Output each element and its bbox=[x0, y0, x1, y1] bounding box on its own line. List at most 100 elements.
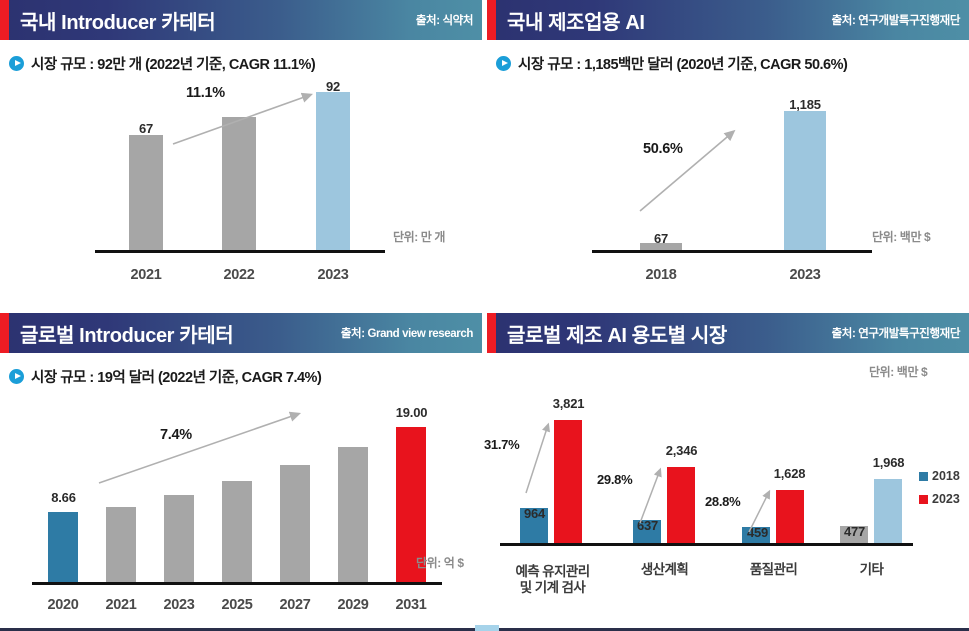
panel-header: 글로벌 제조 AI 용도별 시장 출처: 연구개발특구진행재단 bbox=[487, 313, 969, 353]
cagr-arrow-icon bbox=[98, 411, 302, 484]
legend-item-2023[interactable]: 2023 bbox=[919, 492, 960, 506]
cagr-arrow-icon bbox=[172, 92, 314, 145]
bar-value-2018-production: 637 bbox=[636, 518, 659, 533]
panel-header: 국내 Introducer 카테터 출처: 식약처 bbox=[0, 0, 482, 40]
x-tick-2018: 2018 bbox=[645, 267, 677, 283]
legend-swatch-icon-2023 bbox=[919, 494, 928, 504]
panel-domestic-introducer-catheter: 국내 Introducer 카테터 출처: 식약처 시장 규모 : 92만 개 … bbox=[0, 0, 482, 310]
source-label: 출처: 연구개발특구진행재단 bbox=[831, 15, 961, 27]
panel-header: 글로벌 Introducer 카테터 출처: Grand view resear… bbox=[0, 313, 482, 353]
red-accent-bar-icon bbox=[0, 313, 9, 353]
x-axis-line bbox=[500, 543, 913, 546]
red-accent-bar-icon bbox=[0, 0, 9, 40]
bar-2018 bbox=[640, 243, 682, 251]
x-tick-2021: 2021 bbox=[105, 597, 137, 613]
bar-2025 bbox=[222, 481, 252, 583]
page-title: 국내 Introducer 카테터 bbox=[20, 11, 216, 34]
source-label: 출처: Grand view research bbox=[340, 328, 474, 340]
bar-value-2018-maintenance: 964 bbox=[523, 506, 546, 521]
bar-value-2023-quality: 1,628 bbox=[773, 466, 806, 481]
unit-label: 단위: 백만 $ bbox=[872, 230, 931, 244]
x-tick-2027: 2027 bbox=[279, 597, 311, 613]
cagr-arrow-icon-production bbox=[639, 467, 662, 524]
source-label: 출처: 식약처 bbox=[415, 15, 474, 27]
bar-2023-quality bbox=[776, 490, 804, 544]
x-tick-production: 생산계획 bbox=[640, 562, 689, 578]
bar-value-2020: 8.66 bbox=[51, 490, 76, 505]
page-title: 글로벌 Introducer 카테터 bbox=[20, 324, 234, 347]
x-tick-maintenance: 예측 유지관리 및 기계 검사 bbox=[515, 564, 590, 596]
bar-2022 bbox=[222, 117, 256, 251]
play-circle-icon bbox=[9, 56, 24, 71]
bar-2023-maintenance bbox=[554, 420, 582, 544]
page-title: 국내 제조업용 AI bbox=[507, 11, 645, 34]
cagr-label-quality: 28.8% bbox=[705, 494, 741, 509]
unit-label: 단위: 억 $ bbox=[416, 556, 464, 570]
bar-2023 bbox=[316, 92, 350, 251]
panel-header: 국내 제조업용 AI 출처: 연구개발특구진행재단 bbox=[487, 0, 969, 40]
x-tick-2022: 2022 bbox=[223, 267, 255, 283]
play-circle-icon bbox=[496, 56, 511, 71]
x-tick-2020: 2020 bbox=[47, 597, 79, 613]
source-label: 출처: 연구개발특구진행재단 bbox=[831, 328, 961, 340]
bar-2021 bbox=[106, 507, 136, 583]
market-size-bullet: 시장 규모 : 19억 달러 (2022년 기준, CAGR 7.4%) bbox=[9, 366, 482, 387]
bottom-rule-tick bbox=[475, 625, 499, 631]
bar-value-2023-other: 1,968 bbox=[872, 455, 905, 470]
bar-2021 bbox=[129, 135, 163, 251]
market-size-text: 시장 규모 : 92만 개 (2022년 기준, CAGR 11.1%) bbox=[31, 57, 316, 73]
bar-value-2023-production: 2,346 bbox=[665, 443, 698, 458]
bar-2023-production bbox=[667, 467, 695, 544]
x-tick-2021: 2021 bbox=[130, 267, 162, 283]
cagr-label: 7.4% bbox=[160, 427, 192, 443]
x-tick-quality: 품질관리 bbox=[749, 562, 798, 578]
panel-global-manufacturing-ai-by-use: 글로벌 제조 AI 용도별 시장 출처: 연구개발특구진행재단 단위: 백만 $… bbox=[484, 313, 969, 631]
panel-domestic-manufacturing-ai: 국내 제조업용 AI 출처: 연구개발특구진행재단 시장 규모 : 1,185백… bbox=[487, 0, 969, 310]
chart-domestic-manufacturing-ai: 67 1,185 50.6% 단위: 백만 $ 2018 2023 bbox=[487, 74, 969, 296]
bar-2027 bbox=[280, 465, 310, 583]
page-title: 글로벌 제조 AI 용도별 시장 bbox=[507, 324, 727, 347]
unit-label: 단위: 만 개 bbox=[393, 230, 446, 244]
market-size-bullet: 시장 규모 : 92만 개 (2022년 기준, CAGR 11.1%) bbox=[9, 53, 482, 74]
bar-2020 bbox=[48, 512, 78, 583]
bar-value-2031: 19.00 bbox=[395, 405, 428, 420]
x-axis-line bbox=[95, 250, 385, 253]
bar-value-2018-other: 477 bbox=[843, 524, 866, 539]
red-accent-bar-icon bbox=[487, 0, 496, 40]
cagr-label-maintenance: 31.7% bbox=[484, 437, 520, 452]
bar-2023 bbox=[784, 111, 826, 251]
cagr-label: 50.6% bbox=[643, 141, 683, 157]
x-tick-2025: 2025 bbox=[221, 597, 253, 613]
x-tick-2023: 2023 bbox=[163, 597, 195, 613]
legend-label-2018: 2018 bbox=[932, 469, 960, 483]
bar-value-2018-quality: 459 bbox=[746, 525, 769, 540]
bar-2029 bbox=[338, 447, 368, 583]
x-axis-line bbox=[32, 582, 442, 585]
x-axis-line bbox=[592, 250, 872, 253]
bar-2018-other bbox=[840, 526, 868, 544]
panel-global-introducer-catheter: 글로벌 Introducer 카테터 출처: Grand view resear… bbox=[0, 313, 482, 631]
legend-item-2018[interactable]: 2018 bbox=[919, 469, 960, 483]
bar-2018-production bbox=[633, 520, 661, 544]
x-tick-2029: 2029 bbox=[337, 597, 369, 613]
market-size-text: 시장 규모 : 19억 달러 (2022년 기준, CAGR 7.4%) bbox=[31, 370, 322, 386]
cagr-label-production: 29.8% bbox=[597, 472, 633, 487]
bar-value-2023-maintenance: 3,821 bbox=[552, 396, 585, 411]
chart-global-manufacturing-ai-by-use: 단위: 백만 $ 964 3,821 31.7% 637 2,346 bbox=[484, 353, 969, 631]
bar-2031 bbox=[396, 427, 426, 583]
x-tick-2031: 2031 bbox=[395, 597, 427, 613]
cagr-label: 11.1% bbox=[186, 85, 225, 101]
bar-2018-maintenance bbox=[520, 508, 548, 544]
chart-global-introducer-catheter: 8.66 19.00 7.4% 단위: 억 $ 2020 2021 2023 2… bbox=[0, 387, 482, 619]
bar-value-2023: 92 bbox=[325, 79, 341, 94]
chart-domestic-introducer-catheter: 67 92 11.1% 단위: 만 개 2021 2022 2023 bbox=[0, 74, 482, 296]
x-tick-2023: 2023 bbox=[789, 267, 821, 283]
bar-2023-other bbox=[874, 479, 902, 544]
unit-label: 단위: 백만 $ bbox=[869, 365, 928, 379]
x-tick-2023: 2023 bbox=[317, 267, 349, 283]
market-size-bullet: 시장 규모 : 1,185백만 달러 (2020년 기준, CAGR 50.6%… bbox=[496, 53, 969, 74]
play-circle-icon bbox=[9, 369, 24, 384]
legend-label-2023: 2023 bbox=[932, 492, 960, 506]
chart-legend: 2018 2023 bbox=[919, 469, 960, 515]
